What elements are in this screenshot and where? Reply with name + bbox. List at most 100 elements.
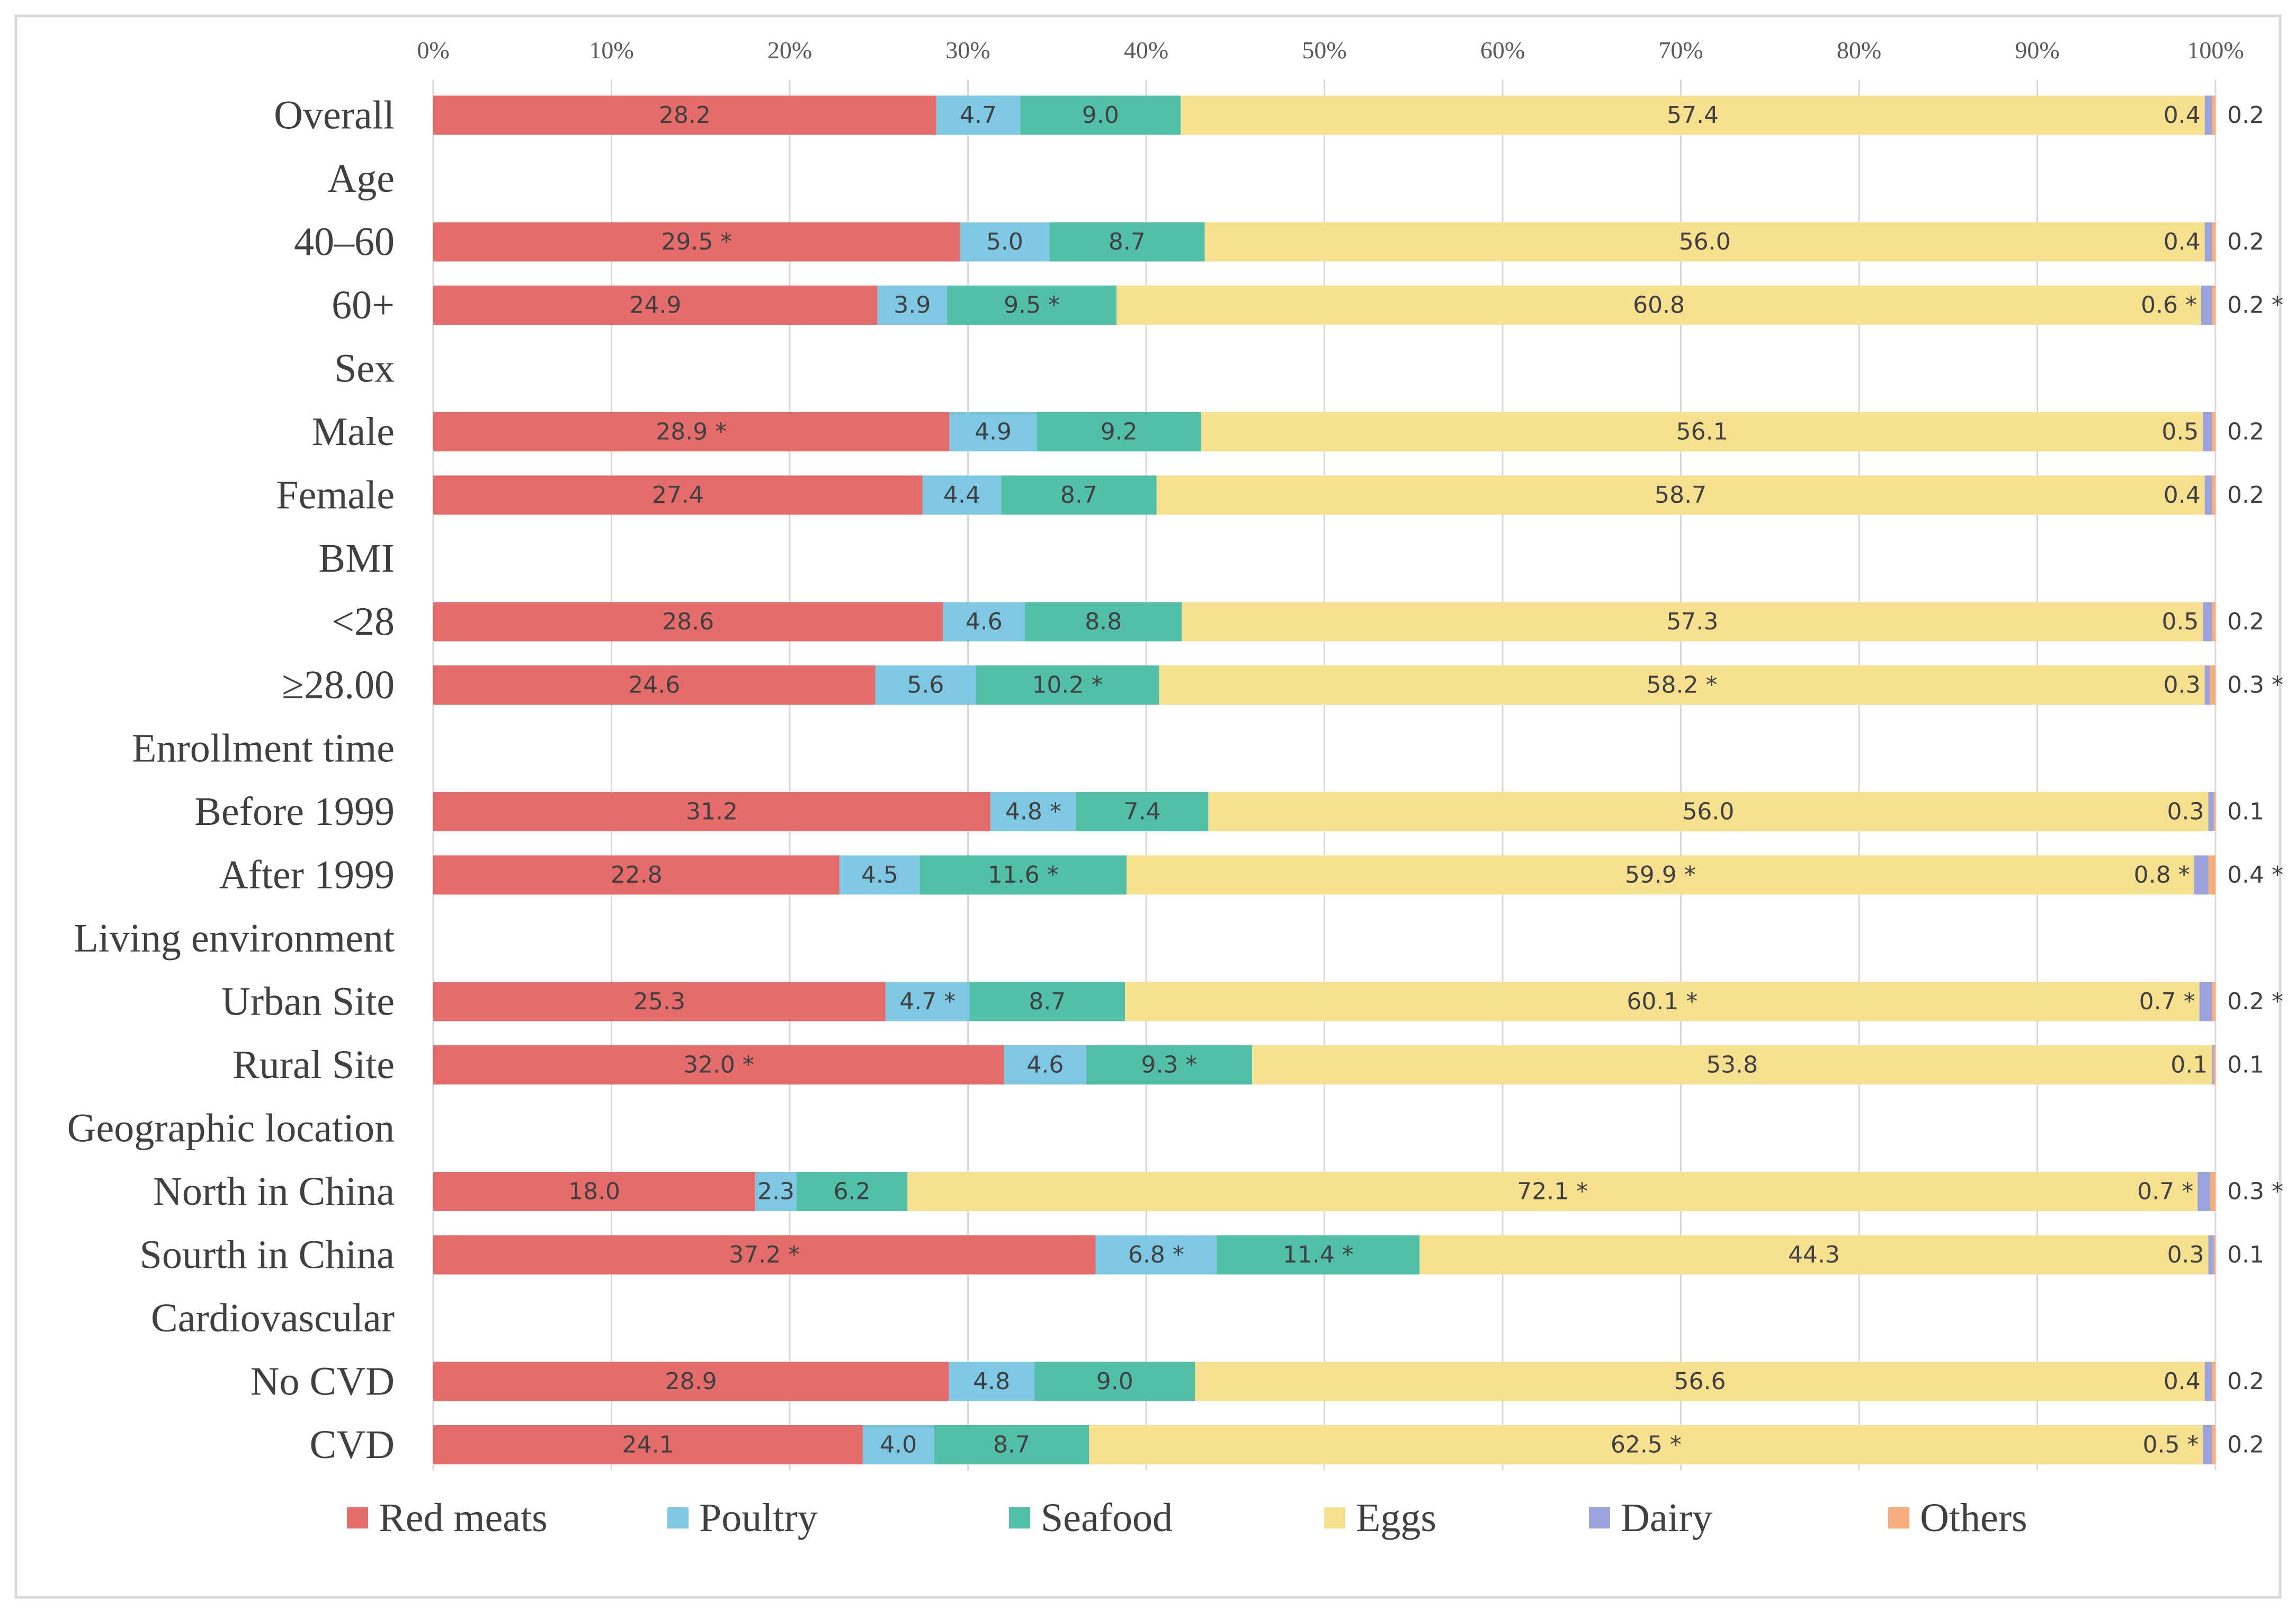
legend-label: Seafood [1041,1496,1173,1540]
data-label-eggs: 57.4 [1667,102,1719,129]
bar-segment-dairy [2208,1235,2214,1275]
bar-segment-poultry [875,665,976,705]
data-label-dairy: 0.3 [2164,672,2201,699]
group-header-label: Age [327,156,395,201]
bar-row-rural-site: 32.0 * 4.6 9.3 * 53.8 0.1 0.1 [433,1045,2264,1084]
bar-segment-poultry [755,1172,797,1211]
data-label-eggs: 56.0 [1682,798,1734,825]
data-label-red-meats: 32.0 * [683,1052,754,1079]
data-label-seafood: 8.7 [1109,228,1146,255]
bar-segment-others [2213,792,2215,831]
data-label-poultry: 4.0 [880,1432,917,1459]
category-label: Before 1999 [194,789,395,834]
data-label-others: 0.1 [2227,798,2264,825]
data-label-poultry: 6.8 * [1128,1241,1184,1268]
data-label-seafood: 9.3 * [1141,1052,1197,1079]
data-label-red-meats: 29.5 * [661,228,732,255]
category-label: After 1999 [219,853,395,897]
bar-segment-poultry [1095,1235,1217,1275]
legend-swatch [667,1507,689,1528]
x-tick-label: 100% [2187,37,2244,64]
group-header-label: Enrollment time [132,726,395,771]
bar-segment-red-meats [433,792,990,831]
bar-segment-seafood [1020,95,1181,135]
bar-segment-eggs [1156,475,2205,515]
bar-segment-eggs [1204,222,2205,262]
bar-segment-dairy [2203,1425,2212,1464]
data-label-eggs: 72.1 * [1517,1178,1588,1205]
bar-segment-others [2212,412,2215,451]
bar-segment-red-meats [433,1172,756,1211]
data-label-seafood: 11.6 * [988,861,1059,888]
legend-item-eggs: Eggs [1324,1496,1436,1540]
bar-segment-poultry [839,855,920,895]
bar-segment-dairy [2204,475,2212,515]
bar-row-before-1999: 31.2 4.8 * 7.4 56.0 0.3 0.1 [433,792,2264,831]
data-label-others: 0.1 [2227,1052,2264,1079]
bar-segment-dairy [2201,286,2212,325]
group-header-label: Geographic location [67,1106,395,1151]
category-labels: Overall Age 40–60 60+ Sex Male Female BMI <28 ≥28… [67,93,395,1468]
bar-row-male: 28.9 * 4.9 9.2 56.1 0.5 0.2 [433,412,2264,451]
data-label-red-meats: 28.2 [659,102,711,129]
bar-segment-eggs [1125,982,2200,1021]
x-tick-label: 20% [767,37,812,64]
data-label-poultry: 4.6 [1026,1052,1064,1079]
bar-row-60: 24.9 3.9 9.5 * 60.8 0.6 * 0.2 * [433,286,2283,325]
legend-label: Others [1920,1496,2027,1540]
group-header-label: Living environment [74,916,395,961]
bar-segment-seafood [1037,412,1201,451]
data-label-dairy: 0.4 [2164,1368,2201,1395]
bar-row-28-00: 24.6 5.6 10.2 * 58.2 * 0.3 0.3 * [433,665,2283,705]
bar-segment-seafood [1025,602,1182,642]
bar-segment-eggs [1419,1235,2209,1275]
category-label: ≥28.00 [282,663,395,707]
data-label-poultry: 4.8 * [1005,798,1061,825]
data-label-dairy: 0.3 [2167,1241,2204,1268]
data-label-dairy: 0.7 * [2137,1178,2193,1205]
bar-segment-red-meats [433,95,936,135]
bar-segment-eggs [1201,412,2203,451]
group-header-label: Sex [334,346,395,391]
group-header-label: Cardiovascular [151,1296,395,1340]
bar-segment-dairy [2212,1045,2214,1084]
bar-segment-others [2210,1172,2215,1211]
data-label-red-meats: 18.0 [568,1178,620,1205]
legend-item-others: Others [1888,1496,2027,1540]
bar-segment-others [2212,982,2215,1021]
data-label-others: 0.2 [2227,419,2264,446]
data-label-dairy: 0.5 * [2142,1432,2199,1459]
bar-segment-dairy [2203,412,2212,451]
legend-swatch [1888,1507,1909,1528]
data-label-others: 0.2 [2227,228,2264,255]
bar-segment-eggs [1089,1425,2203,1464]
data-label-seafood: 8.7 [993,1432,1030,1459]
bar-segment-others [2212,1425,2215,1464]
bar-segment-others [2210,665,2215,705]
category-label: Rural Site [233,1043,395,1087]
bar-segment-eggs [1182,602,2203,642]
data-label-red-meats: 24.1 [622,1432,674,1459]
bar-segment-eggs [1252,1045,2212,1084]
data-label-poultry: 5.6 [907,672,944,699]
bar-segment-red-meats [433,1425,863,1464]
bar-segment-poultry [922,475,1002,515]
bar-segment-dairy [2204,95,2212,135]
bar-segment-seafood [969,982,1125,1021]
bar-segment-eggs [1181,95,2205,135]
data-label-poultry: 5.0 [986,228,1023,255]
bar-row-no-cvd: 28.9 4.8 9.0 56.6 0.4 0.2 [433,1362,2264,1401]
data-label-eggs: 58.2 * [1647,672,1718,699]
data-label-eggs: 56.1 [1676,419,1728,446]
bar-segment-red-meats [433,1045,1004,1084]
data-label-red-meats: 25.3 [633,988,685,1015]
bar-segment-dairy [2204,665,2210,705]
x-tick-label: 70% [1658,37,1703,64]
bar-segment-seafood [947,286,1117,325]
bar-segment-others [2212,286,2215,325]
bar-row-north-in-china: 18.0 2.3 6.2 72.1 * 0.7 * 0.3 * [433,1172,2283,1211]
data-label-others: 0.2 * [2227,988,2283,1015]
data-label-red-meats: 28.9 [665,1368,717,1395]
bar-segment-poultry [885,982,970,1021]
